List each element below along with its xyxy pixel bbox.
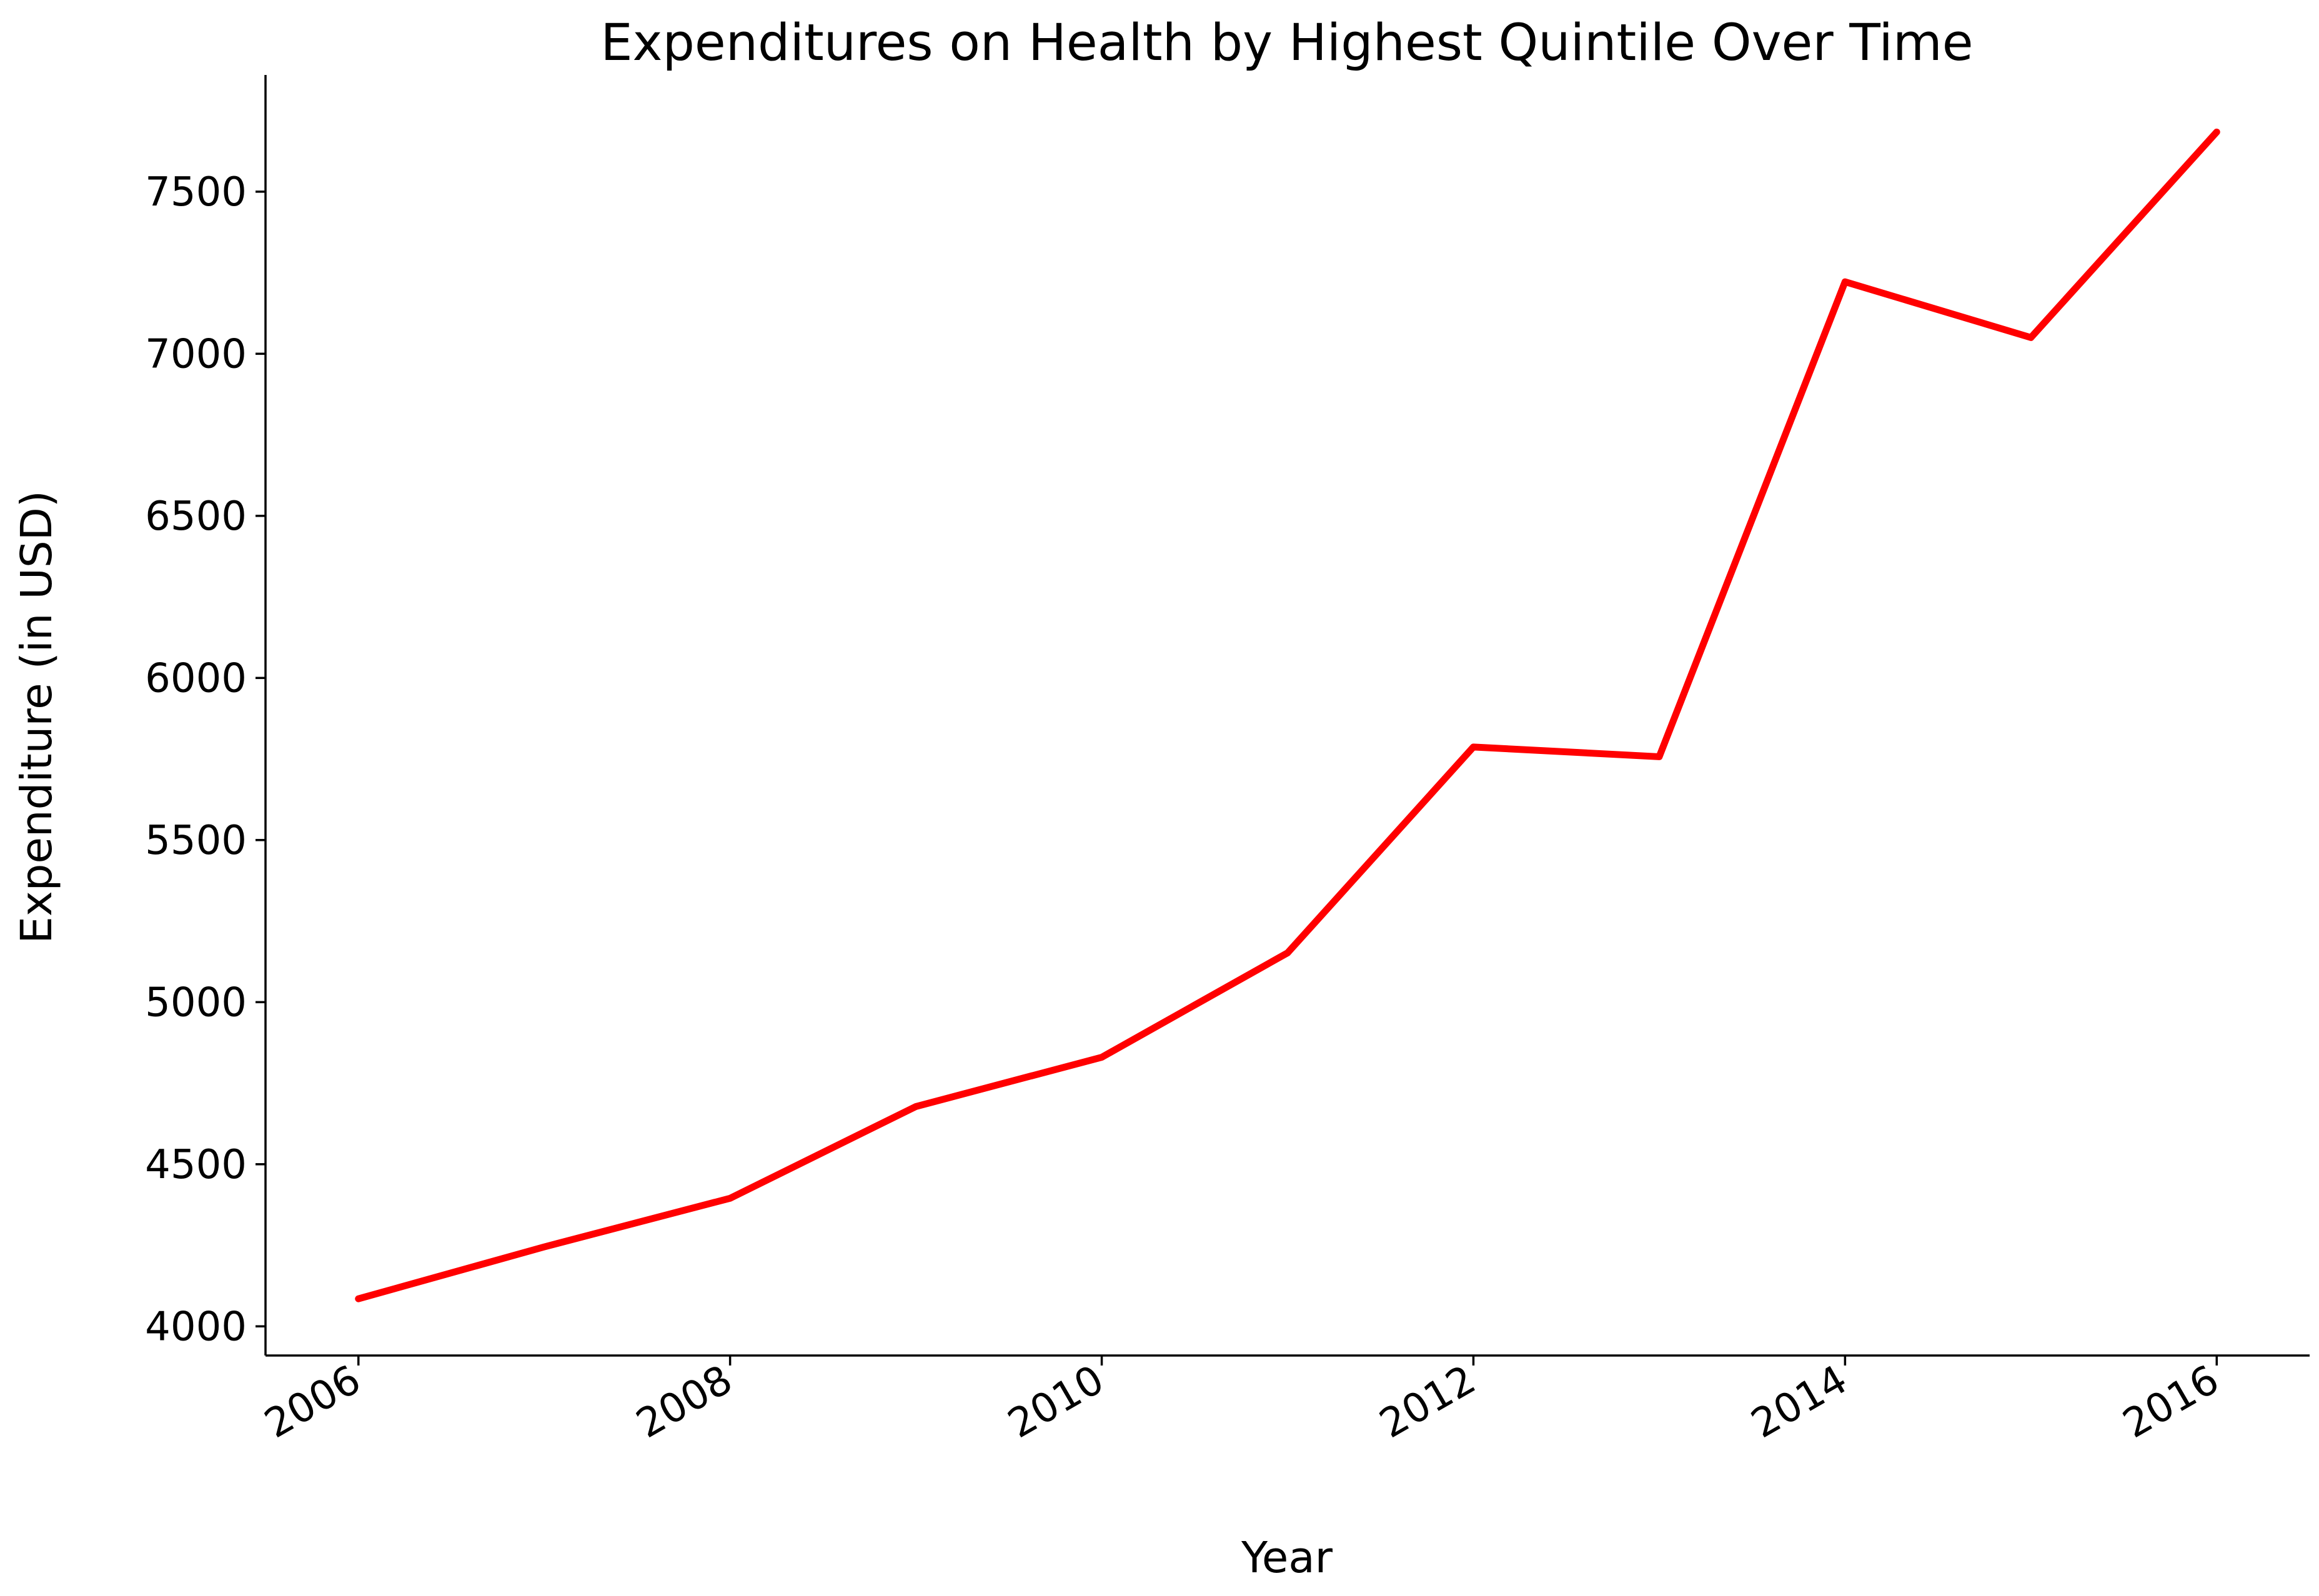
x-tick-label: 2006 — [257, 1357, 369, 1448]
x-tick-label: 2016 — [2115, 1357, 2227, 1448]
plot-area: 4000 4500 5000 5500 6000 6500 7000 7500 2006 2008… — [145, 75, 2310, 1447]
y-axis-label: Expenditure (in USD) — [12, 490, 62, 944]
y-tick-label: 5500 — [145, 818, 247, 864]
y-tick-label: 6000 — [145, 655, 247, 701]
chart-title: Expenditures on Health by Highest Quinti… — [600, 14, 1973, 72]
y-tick-label: 6500 — [145, 493, 247, 540]
series-line — [355, 128, 2220, 1302]
y-tick-label: 5000 — [145, 979, 247, 1026]
y-tick-label: 7000 — [145, 331, 247, 377]
y-tick-label: 4000 — [145, 1304, 247, 1350]
y-tick-label: 4500 — [145, 1142, 247, 1188]
y-tick-label: 7500 — [145, 169, 247, 216]
x-tick-label: 2010 — [1000, 1357, 1111, 1448]
x-axis-label: Year — [1241, 1533, 1333, 1583]
x-tick-label: 2008 — [629, 1357, 740, 1448]
x-tick-label: 2012 — [1372, 1357, 1483, 1448]
x-tick-label: 2014 — [1744, 1357, 1855, 1448]
